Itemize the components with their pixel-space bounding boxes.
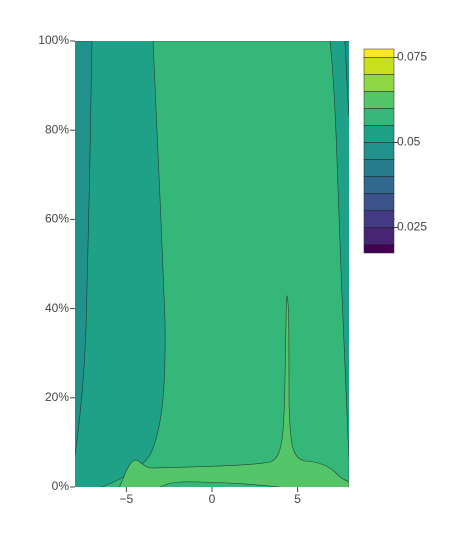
colorbar-box (363, 244, 395, 254)
colorbar-box (363, 125, 395, 143)
colorbar-tick-label: 0.05 (397, 135, 421, 149)
colorbar-box (363, 176, 395, 194)
colorbar-box (363, 210, 395, 228)
colorbar-box (363, 193, 395, 211)
y-tick-label: 40% (45, 301, 69, 315)
x-tick-label: 0 (209, 492, 216, 506)
contour-region (344, 41, 349, 117)
y-tick-label: 20% (45, 390, 69, 404)
colorbar-box (363, 227, 395, 245)
y-tick-label: 80% (45, 122, 69, 136)
colorbar-box (363, 57, 395, 75)
colorbar-box (363, 74, 395, 92)
colorbar-tick-label: 0.075 (397, 50, 427, 64)
y-tick-label: 60% (45, 212, 69, 226)
x-tick-label: 5 (294, 492, 301, 506)
y-tick-label: 0% (52, 479, 70, 493)
contour-region (119, 295, 349, 487)
contour-region (75, 41, 93, 456)
colorbar-box (363, 159, 395, 177)
plot-area (75, 41, 349, 487)
x-tick-label: −5 (120, 492, 134, 506)
colorbar-box (363, 91, 395, 109)
colorbar-box (363, 48, 395, 58)
y-tick-label: 100% (38, 33, 69, 47)
contour-region (159, 481, 282, 487)
colorbar-box (363, 142, 395, 160)
colorbar-box (363, 108, 395, 126)
colorbar-tick-label: 0.025 (397, 220, 427, 234)
